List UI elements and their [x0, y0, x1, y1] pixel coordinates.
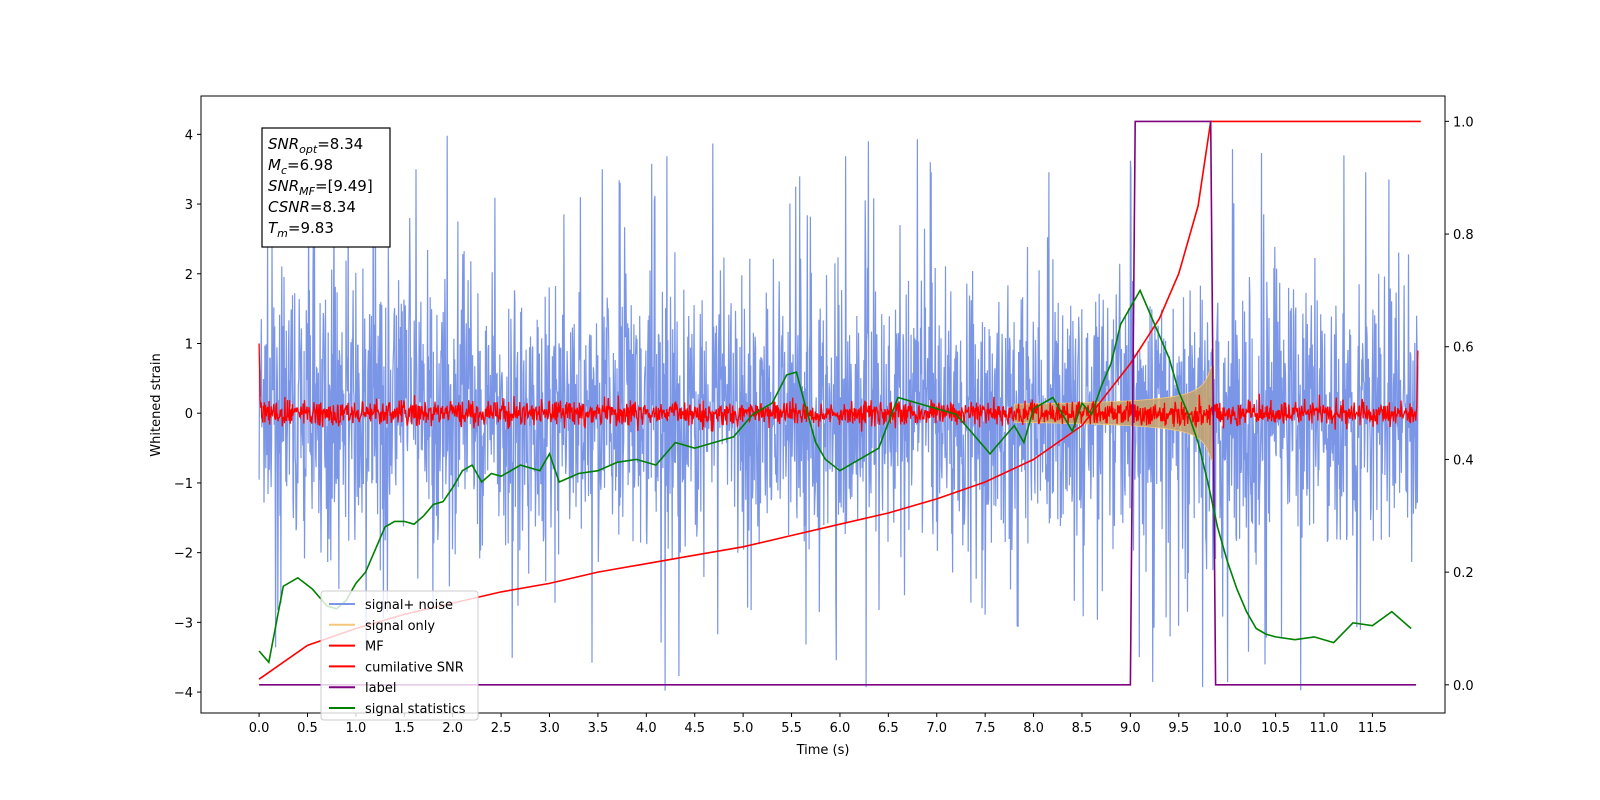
y-tick-label: 4: [185, 128, 193, 143]
x-tick-label: 3.0: [539, 721, 560, 736]
x-tick-label: 10.0: [1213, 721, 1242, 736]
x-tick-label: 5.0: [733, 721, 754, 736]
x-tick-label: 1.0: [346, 721, 367, 736]
stats-line: SNRMF=[9.49]: [268, 177, 373, 198]
legend-label: signal only: [365, 619, 435, 634]
x-tick-label: 4.0: [636, 721, 657, 736]
x-tick-label: 10.5: [1261, 721, 1290, 736]
legend: signal+ noise signal only MF cumilative SNR…: [320, 590, 479, 721]
x-tick-label: 8.5: [1072, 721, 1093, 736]
legend-frame: [320, 590, 479, 721]
y-tick-label: 2: [185, 268, 193, 283]
x-tick-label: 7.0: [926, 721, 947, 736]
x-tick-label: 4.5: [684, 721, 705, 736]
x-tick-label: 9.5: [1168, 721, 1189, 736]
y-tick-label: −3: [174, 616, 193, 631]
legend-label: signal statistics: [365, 702, 466, 717]
x-tick-label: 3.5: [588, 721, 609, 736]
x-tick-label: 8.0: [1023, 721, 1044, 736]
stats-line: Mc=6.98: [268, 156, 333, 177]
stats-box-frame: [261, 127, 391, 248]
x-tick-label: 7.5: [975, 721, 996, 736]
x-tick-label: 6.0: [830, 721, 851, 736]
axes-frame: [200, 95, 1446, 714]
series-mf: [258, 343, 1419, 432]
series-signal-statistics: [258, 288, 1412, 665]
x-tick-label: 0.0: [249, 721, 270, 736]
y-tick-label: 0: [185, 407, 193, 422]
legend-label: MF: [365, 640, 384, 655]
legend-label: cumilative SNR: [365, 660, 464, 675]
x-tick-label: 0.5: [297, 721, 318, 736]
x-tick-label: 2.0: [442, 721, 463, 736]
y-tick-label: −4: [174, 686, 193, 701]
x-tick-label: 1.5: [394, 721, 415, 736]
x-axis-label: Time (s): [796, 743, 850, 758]
y-tick-label: 3: [185, 198, 193, 213]
y2-tick-label: 0.8: [1453, 228, 1474, 243]
y-tick-label: −2: [174, 547, 193, 562]
legend-label: label: [365, 681, 396, 696]
y2-tick-label: 0.2: [1453, 566, 1474, 581]
x-tick-label: 5.5: [781, 721, 802, 736]
y2-tick-label: 0.6: [1453, 341, 1474, 356]
x-tick-label: 2.5: [491, 721, 512, 736]
x-tick-label: 11.5: [1358, 721, 1387, 736]
legend-label: signal+ noise: [365, 598, 453, 613]
y2-tick-label: 1.0: [1453, 115, 1474, 130]
y-tick-label: 1: [185, 337, 193, 352]
x-tick-label: 11.0: [1310, 721, 1339, 736]
stats-line: Tm=9.83: [268, 219, 334, 240]
stats-line: SNRopt=8.34: [268, 135, 363, 156]
y-tick-label: −1: [174, 477, 193, 492]
x-tick-label: 6.5: [878, 721, 899, 736]
stats-line: CSNR=8.34: [268, 198, 356, 216]
series-signal-noise: [258, 135, 1419, 691]
y-axis-label: Whitened strain: [149, 353, 164, 456]
axis-ticks: 0.0 0.5 1.0 1.5 2.0 2.5 3.0 3.5 4.0 4.5 5.0 5.5 6.0 6…: [174, 115, 1474, 736]
y2-tick-label: 0.4: [1453, 453, 1474, 468]
y2-tick-label: 0.0: [1453, 679, 1474, 694]
x-tick-label: 9.0: [1120, 721, 1141, 736]
series-label: [259, 120, 1416, 686]
